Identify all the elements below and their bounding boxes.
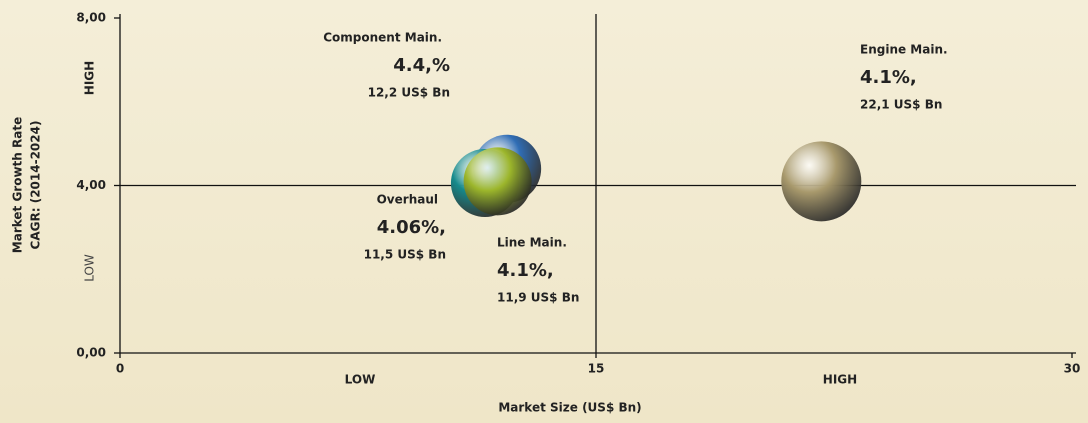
x-tick-label: 0 [116,362,124,376]
point-name: Component Main. [323,31,442,45]
y-tick-label: 4,00 [76,178,106,192]
bubble [781,141,862,222]
y-axis-title: Market Growth Rate [11,117,25,253]
x-zone: HIGH [823,373,857,387]
point-name: Line Main. [497,236,567,250]
point-name: Overhaul [377,193,438,207]
point-size: 12,2 US$ Bn [368,86,450,100]
x-tick-label: 30 [1064,362,1081,376]
point-growth: 4.1%, [860,67,917,88]
point-growth: 4.4,% [393,55,450,76]
y-axis-title: CAGR: (2014-2024) [29,121,43,250]
x-axis-title: Market Size (US$ Bn) [498,401,641,415]
x-zone: LOW [345,373,376,387]
point-size: 11,5 US$ Bn [364,248,446,262]
point-name: Engine Main. [860,43,948,57]
point-growth: 4.1%, [497,260,554,281]
point-size: 11,9 US$ Bn [497,291,579,305]
bubble [463,147,532,216]
y-tick-label: 8,00 [76,11,106,25]
x-tick-label: 15 [588,362,605,376]
point-growth: 4.06%, [377,217,446,238]
y-zone: LOW [83,254,97,282]
y-zone: HIGH [83,61,97,95]
y-tick-label: 0,00 [76,346,106,360]
point-size: 22,1 US$ Bn [860,98,942,112]
